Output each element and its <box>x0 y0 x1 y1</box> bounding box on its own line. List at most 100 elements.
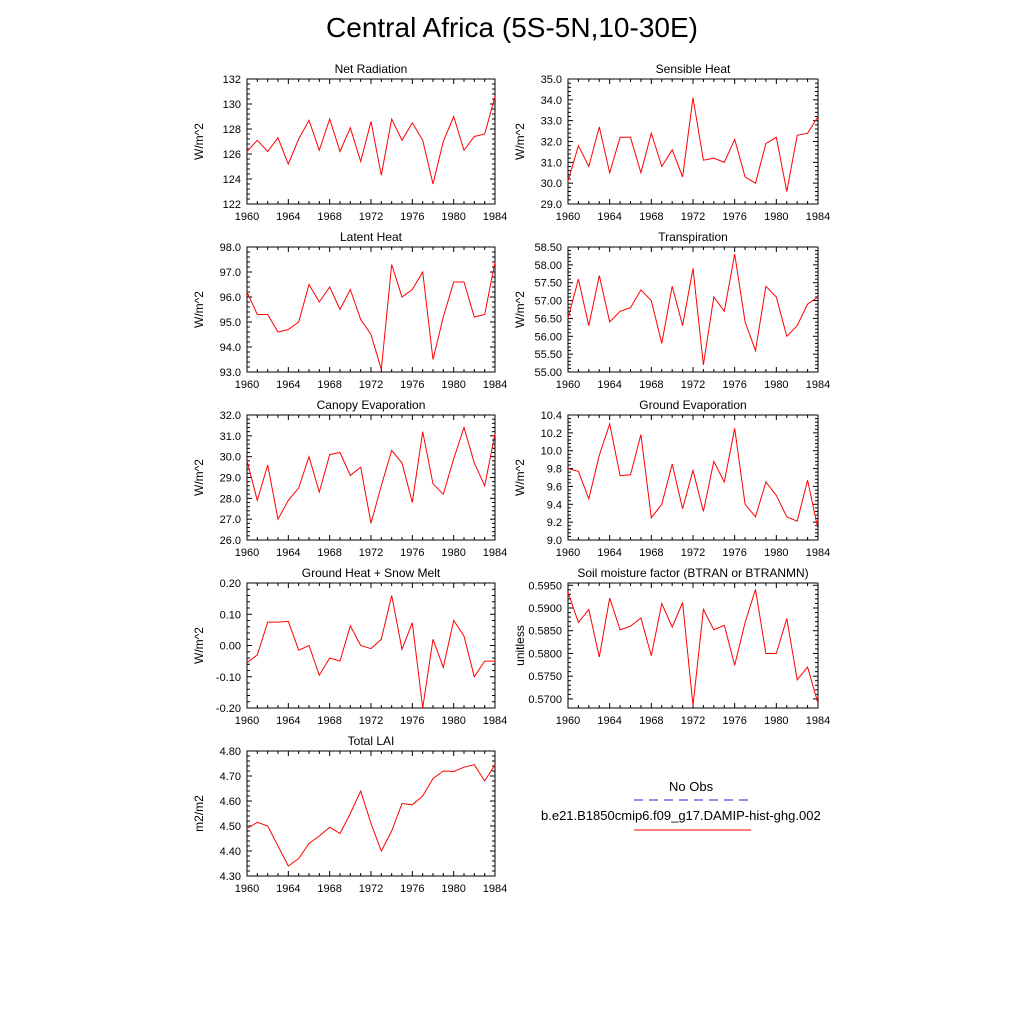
series-line <box>246 96 496 185</box>
panel-title: Total LAI <box>348 734 395 748</box>
y-tick-label: 33.0 <box>541 116 562 128</box>
panel-title: Transpiration <box>658 230 728 244</box>
x-tick-label: 1976 <box>400 547 424 559</box>
x-tick-label: 1960 <box>556 211 580 223</box>
y-tick-label: 31.0 <box>541 157 562 169</box>
x-tick-label: 1972 <box>359 715 383 727</box>
x-tick-label: 1980 <box>764 211 788 223</box>
y-tick-label: 29.0 <box>541 199 562 211</box>
plot-frame <box>246 582 496 709</box>
y-tick-label: 132 <box>223 74 241 86</box>
chart-panel-3: Latent Heat W/m^2 1960 1964 1968 1972 1976 1980… <box>192 230 507 391</box>
x-tick-label: 1960 <box>235 883 259 895</box>
y-tick-label: 10.4 <box>541 410 562 422</box>
y-tick-label: 9.4 <box>547 499 562 511</box>
y-tick-label: 4.60 <box>220 796 241 808</box>
panel-title: Ground Heat + Snow Melt <box>302 566 441 580</box>
series-line <box>246 261 496 370</box>
x-tick-label: 1964 <box>597 211 621 223</box>
y-tick-label: 57.50 <box>534 278 562 290</box>
panel-title: Latent Heat <box>340 230 403 244</box>
y-tick-label: 0.5950 <box>528 580 562 592</box>
y-tick-label: 95.0 <box>220 317 241 329</box>
x-tick-label: 1980 <box>441 211 465 223</box>
x-tick-label: 1960 <box>235 211 259 223</box>
x-tick-label: 1976 <box>722 211 746 223</box>
y-tick-label: 10.2 <box>541 428 562 440</box>
x-tick-label: 1960 <box>235 715 259 727</box>
x-tick-label: 1968 <box>317 211 341 223</box>
y-axis-label: W/m^2 <box>513 459 527 496</box>
y-tick-label: 0.5900 <box>528 603 562 615</box>
y-tick-label: 58.50 <box>534 242 562 254</box>
y-tick-label: 28.0 <box>220 493 241 505</box>
x-tick-label: 1968 <box>317 883 341 895</box>
series-line <box>567 97 819 192</box>
x-tick-label: 1980 <box>764 379 788 391</box>
y-tick-label: 4.50 <box>220 821 241 833</box>
y-tick-label: 29.0 <box>220 473 241 485</box>
x-tick-label: 1976 <box>400 883 424 895</box>
page-title: Central Africa (5S-5N,10-30E) <box>326 12 698 43</box>
legend-model-label: b.e21.B1850cmip6.f09_g17.DAMIP-hist-ghg.… <box>541 808 821 823</box>
chart-panel-2: Sensible Heat W/m^2 1960 1964 1968 1972 1976 19… <box>513 62 830 223</box>
series-line <box>246 764 496 867</box>
x-tick-label: 1976 <box>400 379 424 391</box>
x-tick-label: 1976 <box>722 715 746 727</box>
y-tick-label: 56.00 <box>534 331 562 343</box>
y-tick-label: 0.5800 <box>528 648 562 660</box>
x-tick-label: 1972 <box>359 547 383 559</box>
x-tick-label: 1960 <box>556 547 580 559</box>
x-tick-label: 1980 <box>764 715 788 727</box>
x-tick-label: 1976 <box>722 379 746 391</box>
x-tick-label: 1980 <box>441 883 465 895</box>
x-tick-label: 1968 <box>317 715 341 727</box>
x-tick-label: 1968 <box>639 715 663 727</box>
x-tick-label: 1972 <box>681 547 705 559</box>
x-tick-label: 1976 <box>400 211 424 223</box>
y-tick-label: 124 <box>223 174 241 186</box>
x-tick-label: 1964 <box>597 715 621 727</box>
y-axis-label: W/m^2 <box>513 123 527 160</box>
y-tick-label: 27.0 <box>220 514 241 526</box>
x-tick-label: 1968 <box>639 211 663 223</box>
x-tick-label: 1976 <box>722 547 746 559</box>
x-tick-label: 1972 <box>359 211 383 223</box>
plot-frame <box>567 246 819 373</box>
chart-panel-7: Ground Heat + Snow Melt W/m^2 1960 1964 1968… <box>192 566 507 727</box>
series-line <box>567 254 819 365</box>
y-tick-label: 9.2 <box>547 517 562 529</box>
chart-panel-4: Transpiration W/m^2 1960 1964 1968 1972 1976 19… <box>513 230 830 391</box>
y-tick-label: 30.0 <box>541 178 562 190</box>
x-tick-label: 1984 <box>806 379 830 391</box>
y-axis-label: W/m^2 <box>192 459 206 496</box>
y-tick-label: 0.10 <box>220 609 241 621</box>
y-tick-label: 0.20 <box>220 578 241 590</box>
x-tick-label: 1972 <box>681 211 705 223</box>
y-tick-label: 0.5750 <box>528 671 562 683</box>
y-tick-label: 4.70 <box>220 771 241 783</box>
y-tick-label: 31.0 <box>220 431 241 443</box>
y-tick-label: 128 <box>223 124 241 136</box>
x-tick-label: 1960 <box>235 379 259 391</box>
y-tick-label: 10.0 <box>541 446 562 458</box>
x-tick-label: 1964 <box>597 547 621 559</box>
series-line <box>246 425 496 524</box>
y-tick-label: 94.0 <box>220 342 241 354</box>
y-tick-label: 34.0 <box>541 95 562 107</box>
series-line <box>246 595 495 709</box>
y-tick-label: 122 <box>223 199 241 211</box>
x-tick-label: 1976 <box>400 715 424 727</box>
x-tick-label: 1984 <box>806 715 830 727</box>
series-line <box>567 589 819 706</box>
x-tick-label: 1972 <box>681 379 705 391</box>
x-tick-label: 1964 <box>276 211 300 223</box>
panel-title: Net Radiation <box>335 62 408 76</box>
x-tick-label: 1960 <box>556 379 580 391</box>
y-tick-label: 32.0 <box>541 137 562 149</box>
y-axis-label: W/m^2 <box>513 291 527 328</box>
x-tick-label: 1964 <box>276 547 300 559</box>
y-axis-label: W/m^2 <box>192 291 206 328</box>
legend-obs-label: No Obs <box>669 779 714 794</box>
